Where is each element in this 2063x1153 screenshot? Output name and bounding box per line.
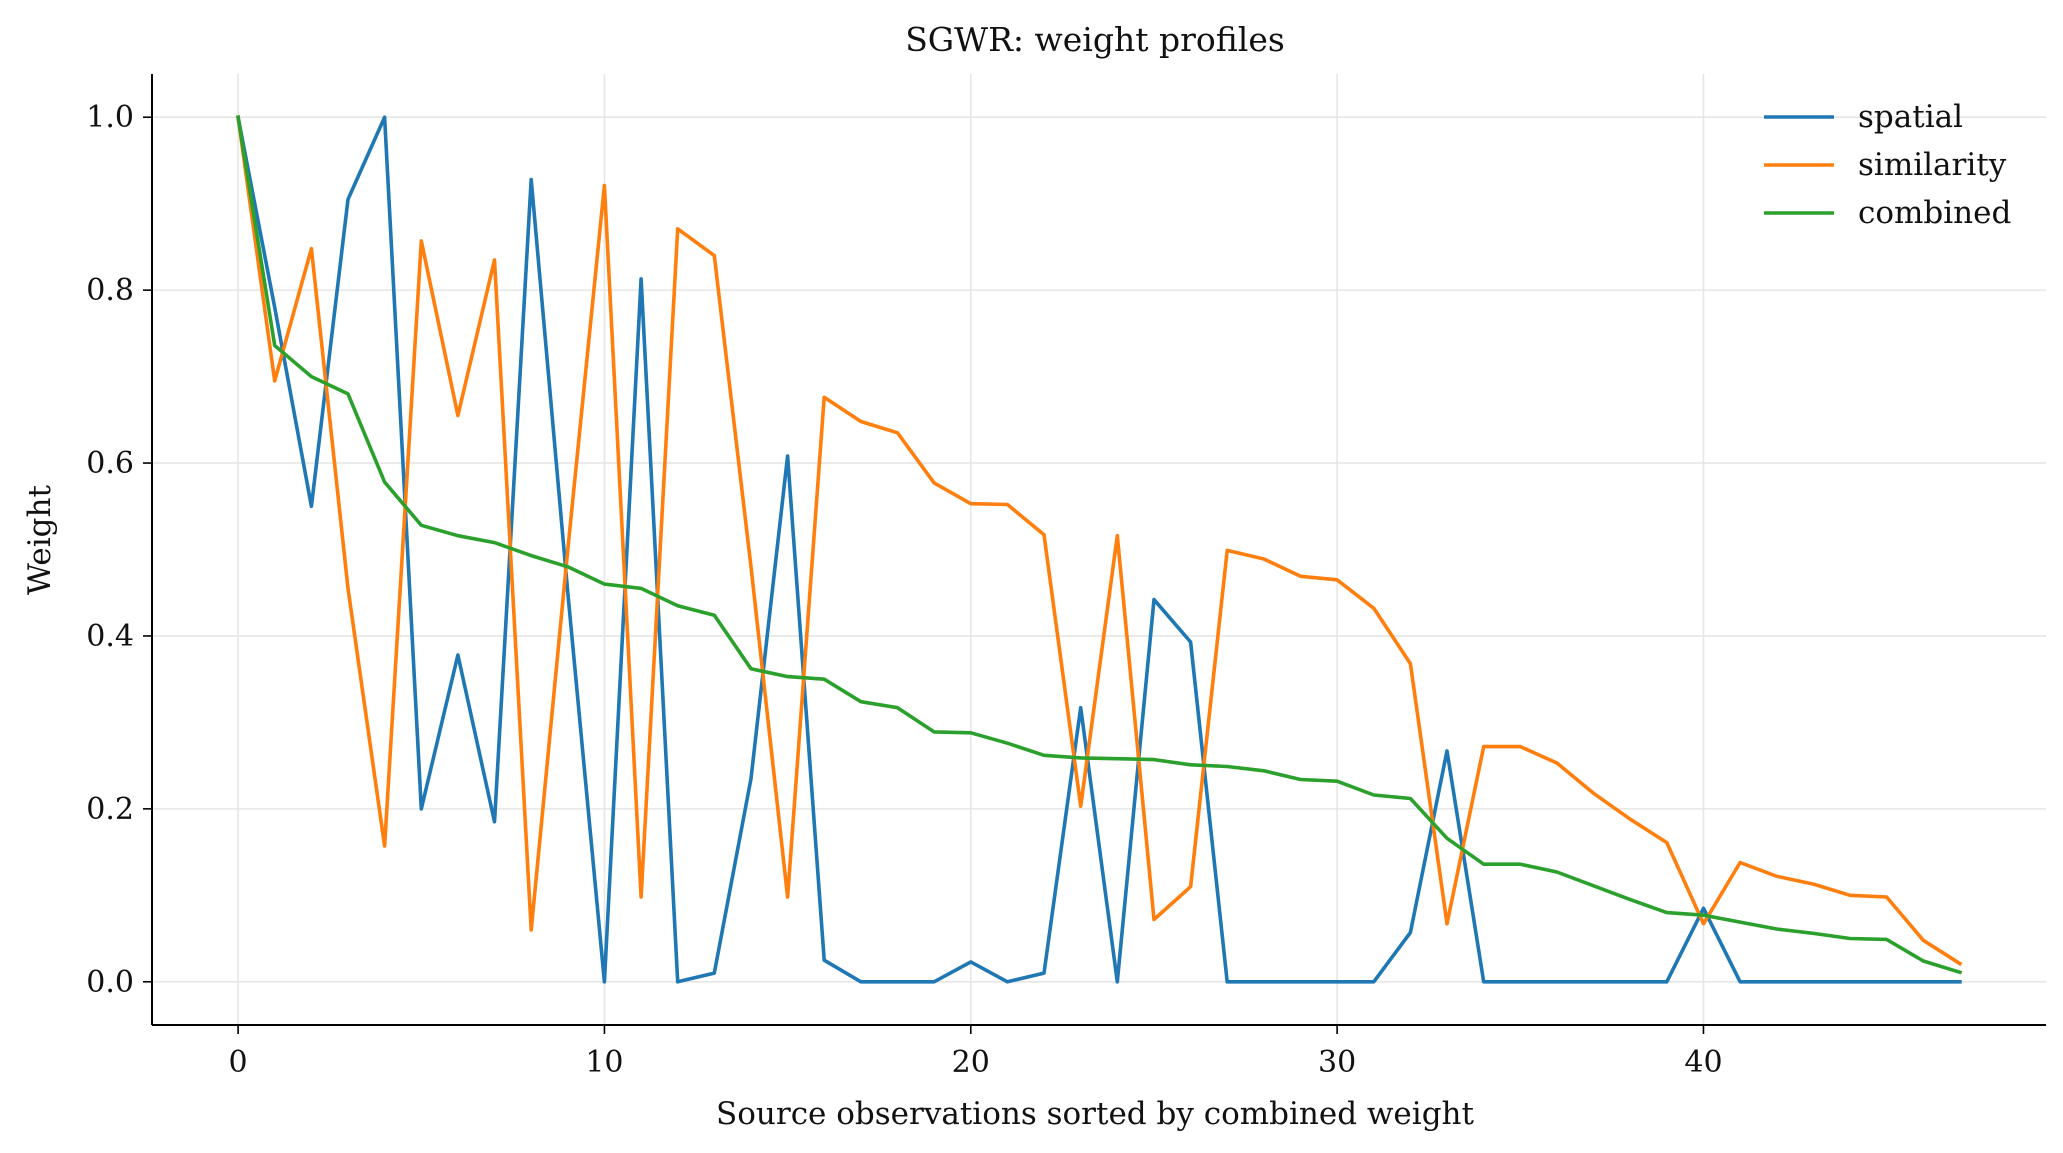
x-tick-label: 20 [952,1045,990,1080]
legend-label-spatial: spatial [1858,99,1963,135]
legend-label-combined: combined [1858,195,2011,231]
y-tick-label: 0.8 [86,273,134,308]
x-axis-ticks: 0 10 20 30 40 [229,1025,1723,1080]
legend-label-similarity: similarity [1858,147,2007,183]
y-tick-label: 1.0 [86,100,134,135]
series-line-combined [236,115,1963,975]
y-tick-label: 0.4 [86,619,134,654]
series-line-similarity [236,115,1963,967]
y-axis-ticks: 0.0 0.2 0.4 0.6 0.8 1.0 [86,100,152,1000]
series-lines [235,115,1963,984]
legend: spatial similarity combined [1764,99,2011,231]
x-tick-label: 0 [229,1045,248,1080]
x-axis-label: Source observations sorted by combined w… [716,1096,1474,1132]
x-tick-label: 10 [585,1045,623,1080]
grid [152,74,2046,1025]
series-line-spatial [235,115,1962,984]
y-tick-label: 0.6 [86,446,134,481]
x-tick-label: 30 [1318,1045,1356,1080]
chart-title: SGWR: weight profiles [905,20,1285,59]
y-axis-label: Weight [22,485,58,595]
y-tick-label: 0.2 [86,792,134,827]
y-tick-label: 0.0 [86,965,134,1000]
x-tick-label: 40 [1684,1045,1722,1080]
